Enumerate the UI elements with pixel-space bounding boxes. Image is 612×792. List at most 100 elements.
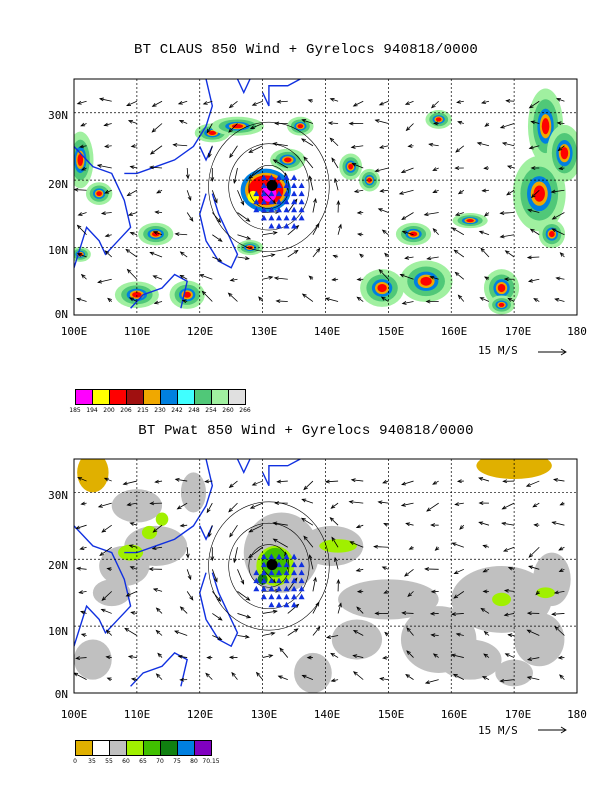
- gyreloc-marker: [268, 190, 275, 197]
- wind-vector-head: [246, 235, 252, 240]
- wind-vector-head: [483, 630, 489, 636]
- shading-blob: [294, 652, 332, 693]
- wind-vector: [301, 138, 314, 147]
- wind-vector-head: [80, 166, 86, 171]
- wind-vector-head: [129, 566, 135, 570]
- wind-vector: [237, 234, 251, 240]
- wind-vector-head: [149, 251, 155, 256]
- wind-vector-head: [377, 500, 383, 505]
- wind-vector-head: [352, 654, 358, 659]
- wind-vector-head: [155, 673, 161, 678]
- wind-vector: [325, 297, 339, 302]
- gyreloc-marker: [291, 569, 298, 576]
- wind-vector-head: [76, 253, 82, 257]
- wind-vector: [303, 535, 314, 548]
- wind-vector: [125, 249, 138, 258]
- wind-vector-head: [127, 212, 133, 216]
- wind-vector: [454, 249, 465, 258]
- wind-vector-head: [482, 589, 488, 594]
- wind-vector: [329, 517, 339, 526]
- wind-vector: [97, 164, 112, 169]
- wind-vector-head: [381, 566, 387, 571]
- wind-vector-head: [378, 101, 384, 106]
- lon-label: 130E: [250, 708, 278, 721]
- wind-vector: [425, 679, 439, 684]
- wind-vector-head: [153, 300, 159, 305]
- wind-vector: [233, 547, 238, 563]
- gyreloc-marker: [283, 190, 290, 197]
- wind-vector: [381, 296, 389, 302]
- lat-label-20n: 20N: [48, 559, 68, 572]
- gyre-circle: [228, 143, 310, 231]
- colorbar-tick-label: 260: [222, 407, 234, 414]
- wind-vector-head: [301, 293, 307, 298]
- wind-vector: [401, 480, 414, 485]
- gyreloc-marker: [291, 601, 298, 608]
- wind-vector-head: [130, 611, 136, 615]
- wind-vector-head: [97, 279, 103, 284]
- wind-vector: [77, 567, 87, 570]
- gyreloc-marker: [275, 222, 282, 229]
- wind-vector: [208, 525, 213, 537]
- colorbar-swatch: [92, 389, 110, 405]
- coastline: [130, 652, 188, 687]
- wind-vector-head: [293, 628, 299, 633]
- lon-label: 100E: [60, 708, 88, 721]
- coastline: [236, 459, 251, 475]
- wind-vector-head: [459, 525, 464, 530]
- wind-vector-head: [334, 177, 338, 183]
- wind-vector-head: [432, 480, 438, 485]
- coastline: [199, 193, 239, 269]
- coastline: [130, 273, 188, 309]
- wind-vector-head: [152, 275, 158, 279]
- wind-vector-head: [404, 101, 410, 105]
- wind-vector-head: [556, 97, 562, 102]
- gyre-circle: [208, 501, 330, 631]
- wind-vector: [477, 142, 490, 147]
- gyreloc-marker: [298, 198, 305, 205]
- lon-label: 120E: [186, 708, 214, 721]
- wind-vector-head: [551, 228, 557, 233]
- wind-vector: [128, 656, 137, 658]
- wind-vector: [150, 166, 163, 169]
- wind-vector-head: [532, 503, 538, 508]
- wind-vector-head: [268, 654, 274, 658]
- wind-vector: [379, 145, 389, 149]
- wind-vector-head: [530, 166, 536, 170]
- wind-vector-head: [240, 200, 245, 206]
- wind-vector: [274, 277, 288, 280]
- wind-vector-head: [185, 174, 190, 180]
- colorbar-swatch: [160, 389, 178, 405]
- shading-blob: [498, 302, 505, 307]
- gyreloc-marker: [291, 182, 298, 189]
- wind-vector-head: [478, 230, 484, 235]
- wind-vector: [150, 145, 163, 155]
- gyreloc-marker: [268, 569, 275, 576]
- wind-vector: [180, 606, 188, 614]
- wind-vector-head: [432, 167, 438, 171]
- wind-vector-head: [480, 247, 485, 253]
- wind-vector: [152, 546, 163, 550]
- wind-vector-head: [551, 521, 557, 525]
- wind-vector: [262, 610, 277, 614]
- wind-vector: [337, 224, 342, 235]
- wind-vector: [106, 629, 113, 636]
- wind-vector: [455, 145, 465, 153]
- shading-blob: [549, 231, 555, 238]
- wind-vector: [250, 502, 263, 509]
- wind-vector: [349, 501, 364, 504]
- wind-vector: [123, 480, 137, 485]
- wind-vector: [455, 502, 464, 505]
- wind-vector-head: [126, 102, 132, 107]
- wind-vector-head: [507, 297, 513, 302]
- colorbar-swatch: [143, 740, 161, 756]
- gyreloc-marker: [268, 206, 275, 213]
- wind-vector-head: [151, 102, 157, 107]
- wind-vector: [351, 145, 364, 148]
- gyreloc-marker: [260, 569, 267, 576]
- wind-vector-head: [276, 479, 282, 484]
- wind-vector: [237, 256, 249, 260]
- wind-vector: [500, 234, 515, 238]
- wind-vector-head: [405, 522, 411, 527]
- wind-vector-head: [478, 521, 484, 526]
